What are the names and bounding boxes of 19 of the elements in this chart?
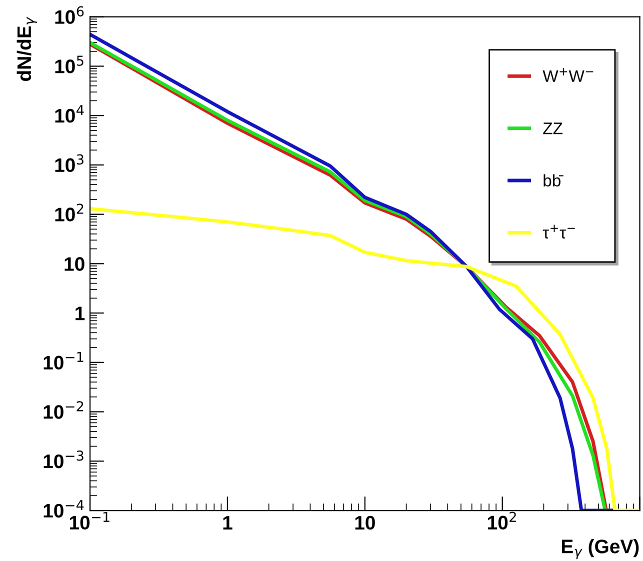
y-tick-label: 10$^{6}$ (55, 6, 84, 24)
legend-label: ZZ (543, 122, 562, 134)
y-tick-label: 10$^{−1}$ (44, 352, 84, 370)
legend-label: bb̄ (544, 174, 564, 186)
x-tick-label: 1 (223, 516, 232, 530)
x-tick-label: 10 (355, 516, 375, 530)
y-tick-label: 10 (64, 257, 84, 271)
y-tick-label: 10$^{3}$ (55, 154, 84, 172)
x-tick-label: 10$^{2}$ (488, 512, 516, 530)
y-tick-label: 10$^{2}$ (55, 204, 84, 222)
y-axis-title: dN/dE$_{γ}$ (16, 16, 37, 81)
y-tick-label: 10$^{−2}$ (44, 401, 84, 419)
y-tick-label: 10$^{5}$ (55, 56, 84, 74)
y-tick-label: 10$^{−3}$ (44, 450, 84, 468)
y-tick-label: 10$^{4}$ (55, 105, 84, 123)
x-axis-title: E$_{γ}$ (GeV) (562, 539, 639, 560)
legend-label: τ$^{+}$τ$^{−}$ (542, 224, 575, 239)
y-tick-label: 1 (76, 306, 85, 320)
legend-label: W$^{+}$W$^{−}$ (542, 68, 594, 82)
